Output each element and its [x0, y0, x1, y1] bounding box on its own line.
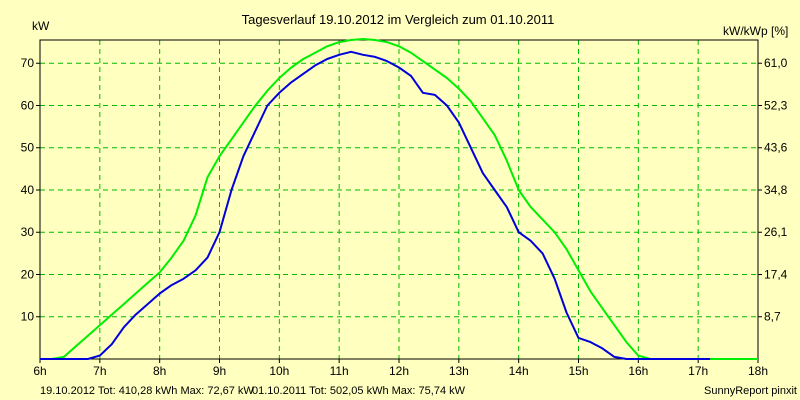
x-tick-label: 8h: [153, 364, 166, 378]
x-tick-label: 18h: [748, 364, 768, 378]
y-tick-label: 10: [21, 310, 35, 324]
legend-entry-2: 01.10.2011 Tot: 502,05 kWh Max: 75,74 kW: [252, 385, 466, 397]
plot-frame: [39, 39, 759, 360]
y2-tick-label: 8,7: [764, 310, 781, 324]
x-tick-label: 15h: [568, 364, 588, 378]
x-tick-label: 14h: [509, 364, 529, 378]
grid-layer: [40, 40, 758, 359]
x-tick-label: 10h: [269, 364, 289, 378]
y2-tick-label: 43,6: [764, 141, 788, 155]
x-tick-label: 12h: [389, 364, 409, 378]
chart-credit: SunnyReport pinxit: [704, 385, 797, 397]
x-tick-label: 6h: [33, 364, 46, 378]
y2-tick-label: 26,1: [764, 225, 788, 239]
y-tick-label: 20: [21, 267, 35, 281]
y2-tick-label: 34,8: [764, 183, 788, 197]
y-tick-label: 40: [21, 183, 35, 197]
y-axis-left-label: kW: [32, 19, 50, 33]
x-tick-label: 13h: [449, 364, 469, 378]
y-tick-label: 60: [21, 98, 35, 112]
x-tick-label: 9h: [213, 364, 226, 378]
y-tick-label: 70: [21, 56, 35, 70]
x-tick-label: 11h: [330, 364, 349, 378]
series-line-1: [40, 50, 711, 360]
x-tick-label: 16h: [628, 364, 648, 378]
series-line-2: [40, 38, 758, 360]
chart-title: Tagesverlauf 19.10.2012 im Vergleich zum…: [242, 12, 555, 27]
y2-tick-label: 61,0: [764, 56, 788, 70]
x-tick-label: 7h: [93, 364, 106, 378]
axis-layer: 6h 7h 8h 9h 10h 11h 12h 13h 14h 15h 16h 17h 18h 10 8,7…: [21, 39, 788, 378]
y2-tick-label: 17,4: [764, 267, 788, 281]
x-tick-label: 17h: [688, 364, 708, 378]
y2-tick-label: 52,3: [764, 98, 788, 112]
y-axis-right-label: kW/kWp [%]: [723, 24, 788, 38]
series-layer: [40, 38, 758, 360]
y-tick-label: 50: [21, 141, 35, 155]
y-tick-label: 30: [21, 225, 35, 239]
legend-entry-1: 19.10.2012 Tot: 410,28 kWh Max: 72,67 kW: [40, 385, 254, 397]
